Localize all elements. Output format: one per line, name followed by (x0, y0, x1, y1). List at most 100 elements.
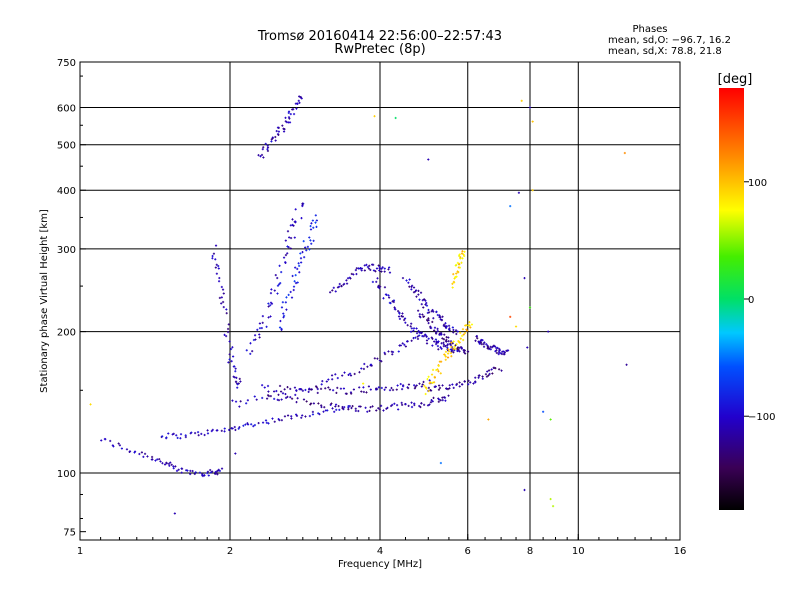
data-point (263, 386, 266, 389)
data-point (484, 373, 488, 376)
data-point (431, 320, 434, 324)
data-point (383, 388, 386, 391)
data-point (407, 383, 411, 386)
data-point (438, 360, 441, 363)
data-point (312, 226, 315, 229)
data-point (425, 335, 428, 338)
data-point (455, 272, 458, 275)
data-point (460, 252, 464, 255)
data-point (354, 409, 357, 413)
data-point (223, 427, 226, 430)
data-point (238, 377, 241, 380)
data-point (455, 275, 458, 278)
data-point (138, 452, 141, 456)
data-point (391, 353, 394, 356)
data-point (389, 404, 393, 408)
data-point (274, 273, 277, 277)
data-point (244, 423, 247, 426)
data-point (375, 280, 378, 283)
data-point (215, 263, 218, 266)
data-point (393, 402, 396, 405)
data-point (387, 350, 390, 353)
data-point (453, 349, 456, 352)
data-point (436, 341, 439, 344)
data-point (308, 388, 311, 391)
data-point (412, 329, 415, 332)
data-point (464, 352, 467, 355)
data-point (287, 293, 290, 296)
data-point (291, 108, 294, 111)
data-point (287, 116, 291, 119)
data-point (436, 329, 439, 333)
data-point (228, 340, 231, 343)
data-point (300, 416, 303, 419)
data-point (331, 289, 334, 292)
data-point (189, 472, 192, 476)
data-point (430, 336, 433, 339)
data-point (311, 219, 314, 222)
y-axis-ticks: 75 100 200 300 400 500 600 750 (57, 58, 86, 539)
data-point (482, 345, 486, 348)
data-point (279, 390, 283, 393)
data-point (378, 269, 381, 272)
data-point (467, 383, 470, 386)
data-point (212, 252, 216, 255)
data-point (357, 409, 360, 413)
data-point (424, 333, 427, 336)
data-point (325, 380, 328, 383)
data-point (295, 400, 298, 404)
data-point (407, 281, 410, 284)
data-point (420, 303, 423, 306)
data-point (491, 372, 494, 375)
data-point (165, 462, 168, 465)
data-point (269, 394, 272, 398)
data-point (282, 256, 286, 259)
data-point (446, 388, 450, 391)
data-point (269, 315, 272, 318)
data-point (193, 472, 196, 476)
data-point (489, 348, 492, 351)
data-point (481, 377, 484, 380)
data-point (227, 323, 230, 326)
data-point (228, 428, 231, 432)
data-point (158, 458, 161, 461)
data-point (433, 376, 436, 379)
data-point (349, 374, 353, 377)
data-point (442, 343, 446, 346)
data-point (427, 375, 430, 378)
data-point (424, 303, 427, 306)
data-point (321, 380, 324, 383)
data-point (429, 388, 432, 392)
data-point (300, 97, 303, 100)
data-point (456, 271, 460, 274)
data-point (301, 251, 304, 254)
data-point (431, 381, 434, 385)
data-point (292, 224, 295, 227)
data-point (502, 350, 505, 353)
data-point (209, 471, 213, 474)
data-point (528, 306, 532, 309)
data-point (330, 374, 334, 377)
data-point (336, 376, 339, 380)
data-point (217, 280, 221, 283)
y-tick-label: 300 (57, 245, 76, 256)
data-point (474, 339, 477, 342)
data-point (258, 336, 261, 339)
data-point (266, 146, 270, 149)
data-point (275, 389, 278, 393)
data-point (467, 324, 470, 327)
data-point (309, 239, 312, 242)
data-point (414, 336, 417, 339)
data-point (448, 387, 451, 390)
data-point (526, 346, 529, 349)
data-point (237, 427, 240, 430)
data-point (443, 353, 446, 356)
data-point (441, 384, 444, 387)
data-point (433, 329, 436, 332)
data-point (210, 429, 213, 433)
data-point (282, 314, 286, 317)
data-point (431, 368, 435, 372)
data-point (413, 402, 416, 405)
data-point (89, 403, 92, 406)
